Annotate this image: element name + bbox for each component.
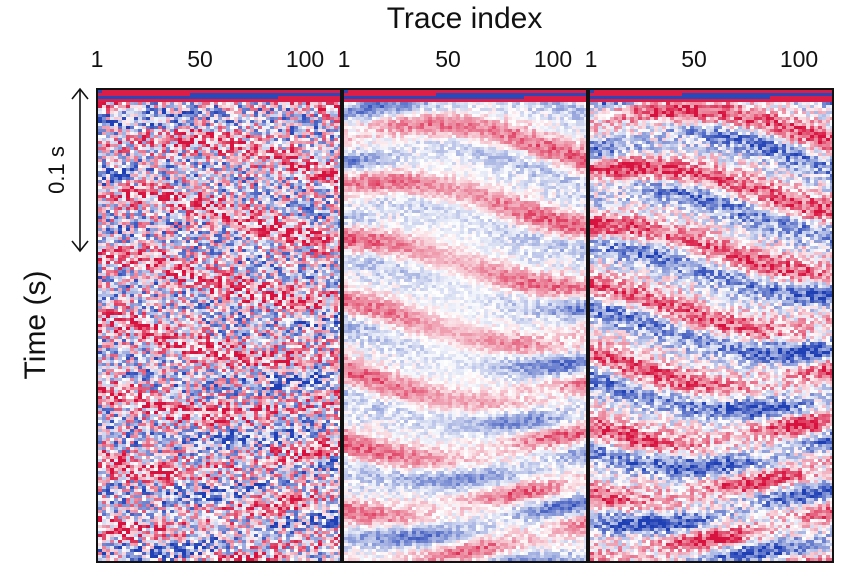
tick-label: 50 [435, 46, 461, 73]
tick-label: 1 [585, 46, 598, 73]
tick-label: 100 [534, 46, 572, 73]
tick-label: 1 [338, 46, 351, 73]
time-scale-arrow [71, 87, 89, 253]
tick-label: 50 [681, 46, 707, 73]
x-axis-title: Trace index [96, 2, 833, 36]
seismic-panel-3 [588, 88, 834, 563]
seismic-panel-1 [96, 88, 342, 563]
tick-label: 100 [286, 46, 324, 73]
tick-label: 50 [187, 46, 213, 73]
y-axis-title: Time (s) [19, 271, 53, 380]
seismic-panel-2 [342, 88, 588, 563]
tick-label: 1 [91, 46, 104, 73]
tick-label: 100 [780, 46, 818, 73]
time-scale-label: 0.1 s [44, 146, 70, 194]
